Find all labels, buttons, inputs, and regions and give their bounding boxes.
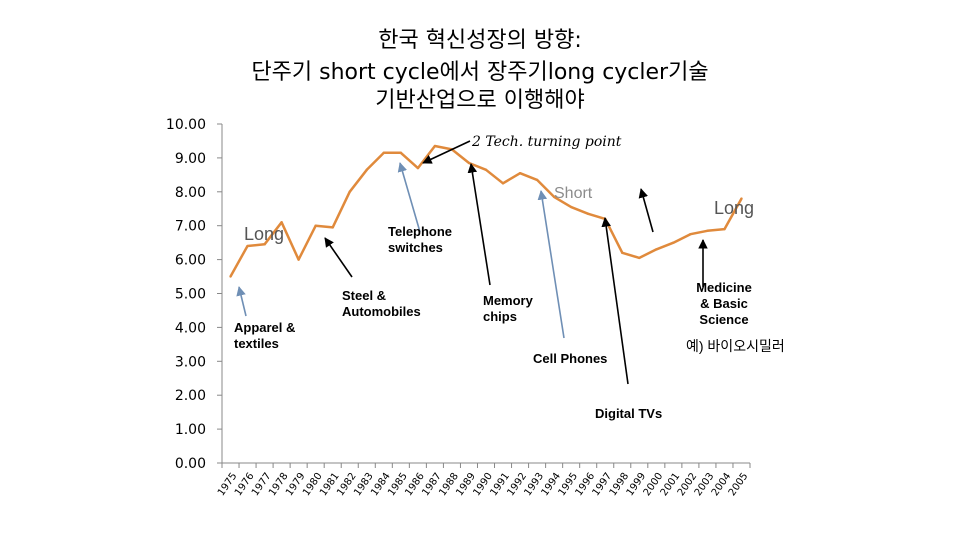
annotation-telephone: Telephone switches [388,224,452,256]
data-point [484,168,488,171]
arrow-memory [467,163,491,286]
data-point [348,190,351,193]
annotation-telephone-line1: Telephone [388,224,453,239]
data-point [416,166,420,170]
data-point [501,182,505,185]
data-point [740,197,743,200]
data-point [552,195,556,199]
annotation-memory: Memory chips [483,293,533,325]
data-point [569,205,573,209]
data-point [314,224,317,227]
data-point [433,144,437,148]
annotation-cell-phones: Cell Phones [533,351,608,366]
data-point [331,226,334,229]
data-point [399,151,403,155]
annotation-steel-line2: Automobiles [342,304,421,319]
annotation-medicine-line1: Medicine [696,280,752,295]
annotation-medicine-line3: Science [699,312,749,327]
y-tick-label: 0.00 [175,456,206,472]
annotation-medicine: Medicine & Basic Science [692,280,756,328]
y-tick-label: 8.00 [175,185,206,201]
y-tick-label: 7.00 [175,219,206,235]
annotation-medicine-line2: & Basic [700,296,748,311]
annotation-steel-line1: Steel & [342,288,387,303]
data-point [467,161,471,165]
data-point [706,229,709,232]
y-tick-label: 10.00 [166,117,206,133]
data-point [229,275,232,278]
y-tick-label: 3.00 [175,354,206,370]
arrow-turning-point [422,140,471,164]
arrow-telephone [397,162,421,233]
y-tick-label: 5.00 [175,287,206,303]
y-tick-label: 9.00 [175,151,206,167]
data-point [518,171,522,175]
arrow-cell-phones [537,190,565,339]
annotation-long-right: Long [714,198,755,218]
data-point [689,232,692,236]
data-point [672,241,675,244]
y-tick-label: 2.00 [175,388,206,404]
annotation-telephone-line2: switches [388,240,443,255]
annotation-apparel-line1: Apparel & [234,320,296,335]
data-point [655,248,658,251]
annotation-apparel-line2: textiles [234,336,279,351]
annotation-digital-tvs: Digital TVs [595,406,663,421]
data-point [638,256,641,260]
data-point [586,212,590,216]
chart-title-line1: 한국 혁신성장의 방향: [378,28,582,53]
data-point [365,168,368,171]
arrow-apparel [236,286,247,317]
data-point [723,227,726,231]
data-point [263,243,266,246]
annotation-steel: Steel & Automobiles [342,288,421,320]
data-point [382,151,386,155]
chart-title-line3: 기반산업으로 이행해야 [375,88,585,113]
annotation-memory-line1: Memory [483,293,533,308]
annotation-turning-point: 2 Tech. turning point [472,134,622,150]
data-point [621,251,624,255]
arrow-turning-point-right [638,188,654,233]
arrow-digital-tvs [601,217,629,385]
x-tick-label: 2005 [727,471,751,498]
annotation-example: 예) 바이오시밀러 [686,338,785,354]
annotation-short: Short [554,185,593,202]
data-point [246,244,249,248]
arrow-steel [324,237,353,278]
chart-title-line2: 단주기 short cycle에서 장주기long cycler기술 [251,60,709,85]
y-tick-label: 1.00 [175,422,206,438]
annotation-apparel: Apparel & textiles [234,320,295,352]
data-point [280,221,283,224]
data-point [297,258,300,261]
annotation-long-left: Long [244,224,285,244]
data-point [535,178,539,182]
y-tick-label: 4.00 [175,320,206,336]
annotation-memory-line2: chips [483,309,517,324]
y-tick-label: 6.00 [175,253,206,269]
